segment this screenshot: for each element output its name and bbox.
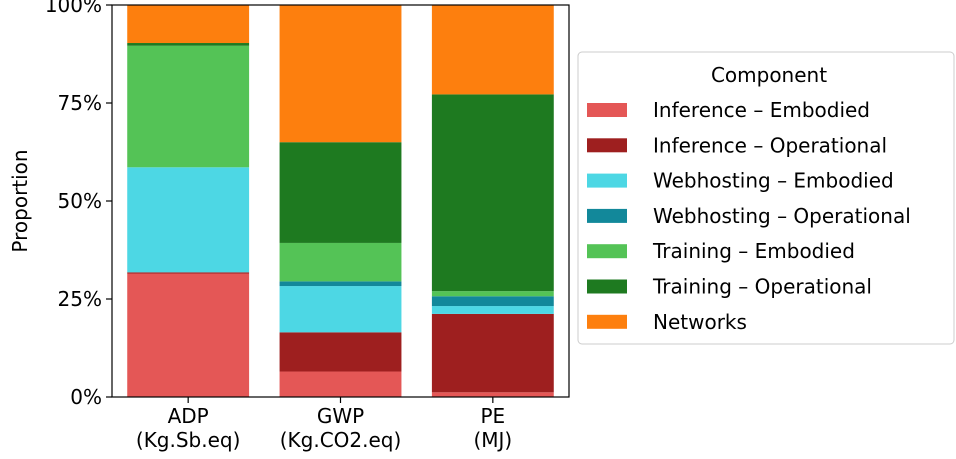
bars-layer — [127, 5, 554, 397]
legend-swatch — [587, 173, 627, 188]
legend-label: Training – Embodied — [652, 239, 855, 263]
legend-box — [577, 51, 955, 345]
bar-segment-2-1 — [431, 313, 554, 393]
y-tick-label: 75% — [58, 91, 102, 115]
axes-layer: ADP (Kg.Sb.eq) GWP (Kg.CO2.eq) PE (MJ) 0% 25% 50… — [8, 0, 570, 452]
bar-segment-1-5 — [279, 142, 402, 243]
bar-segment-0-1 — [127, 272, 250, 274]
legend-title: Component — [711, 63, 827, 87]
bar-segment-2-6 — [431, 5, 554, 95]
legend-swatch — [587, 208, 627, 223]
legend-swatch — [587, 244, 627, 259]
y-tick-label: 50% — [58, 189, 102, 213]
bar-segment-0-0 — [127, 273, 250, 397]
bar-segment-2-0 — [431, 392, 554, 397]
bar-segment-2-4 — [431, 291, 554, 297]
bar-segment-1-4 — [279, 242, 402, 282]
y-tick-label: 0% — [70, 385, 102, 409]
bar-segment-1-0 — [279, 371, 402, 397]
legend: Component Inference – Embodied Inference –… — [577, 51, 955, 345]
x-tick-label: PE (MJ) — [473, 404, 512, 452]
legend-label: Networks — [653, 310, 747, 334]
bar-segment-1-3 — [279, 281, 402, 287]
legend-swatch — [587, 138, 627, 153]
legend-label: Webhosting – Embodied — [653, 169, 894, 193]
bar-segment-0-4 — [127, 45, 250, 168]
legend-label: Inference – Operational — [653, 133, 887, 157]
bar-segment-0-5 — [127, 43, 250, 46]
bar-segment-1-6 — [279, 5, 402, 143]
y-axis-label: Proportion — [8, 149, 32, 252]
bar-segment-1-1 — [279, 332, 402, 372]
legend-label: Webhosting – Operational — [653, 204, 911, 228]
bar-segment-1-2 — [279, 286, 402, 333]
legend-swatch — [587, 103, 627, 117]
legend-swatch — [587, 314, 627, 329]
bar-segment-0-2 — [127, 167, 250, 273]
y-tick-label: 100% — [45, 0, 102, 17]
legend-label: Inference – Embodied — [653, 98, 870, 122]
y-tick-label: 25% — [58, 287, 102, 311]
legend-label: Training – Operational — [652, 275, 872, 299]
bar-segment-2-5 — [431, 94, 554, 292]
bar-segment-0-6 — [127, 5, 250, 44]
x-tick-label: GWP (Kg.CO2.eq) — [280, 404, 402, 452]
x-tick-label: ADP (Kg.Sb.eq) — [136, 404, 241, 452]
bar-segment-2-2 — [431, 306, 554, 314]
bar-segment-2-3 — [431, 296, 554, 307]
legend-swatch — [587, 279, 627, 294]
